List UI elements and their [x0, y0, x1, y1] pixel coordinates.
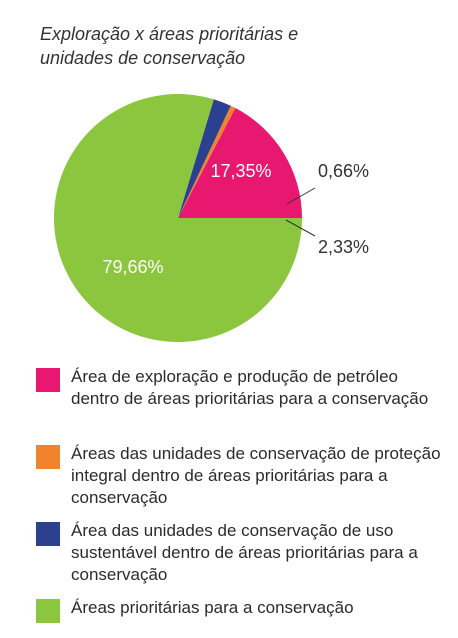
data-label-areas-prioritarias: 79,66%: [102, 257, 163, 277]
legend-swatch-exploracao: [36, 368, 60, 392]
legend-label-protecao-integral: Áreas das unidades de conservação de pro…: [71, 444, 441, 507]
legend-label-uso-sustentavel: Área das unidades de conservação de uso …: [71, 521, 418, 584]
pie-slice-uso-sustentavel: [178, 99, 231, 218]
legend-label-areas-prioritarias: Áreas prioritárias para a conservação: [71, 598, 354, 617]
legend-swatch-protecao-integral: [36, 445, 60, 469]
pie-slice-protecao-integral: [178, 105, 236, 218]
leader-line-protecao-integral: [286, 187, 316, 205]
legend-label-exploracao: Área de exploração e produção de petróle…: [71, 367, 429, 408]
data-label-exploracao: 17,35%: [210, 161, 271, 181]
legend-swatch-uso-sustentavel: [36, 522, 60, 546]
pie-slice-areas-prioritarias: [53, 94, 302, 343]
chart-title: Exploração x áreas prioritárias e unidad…: [40, 24, 299, 68]
pie-slice-exploracao: [178, 108, 302, 218]
data-label-protecao-integral: 0,66%: [318, 161, 369, 181]
leader-line-uso-sustentavel: [285, 219, 316, 237]
pie-chart: 17,35% 79,66% 0,66% 2,33%: [53, 94, 369, 343]
legend-swatch-areas-prioritarias: [36, 599, 60, 623]
data-label-uso-sustentavel: 2,33%: [318, 237, 369, 257]
